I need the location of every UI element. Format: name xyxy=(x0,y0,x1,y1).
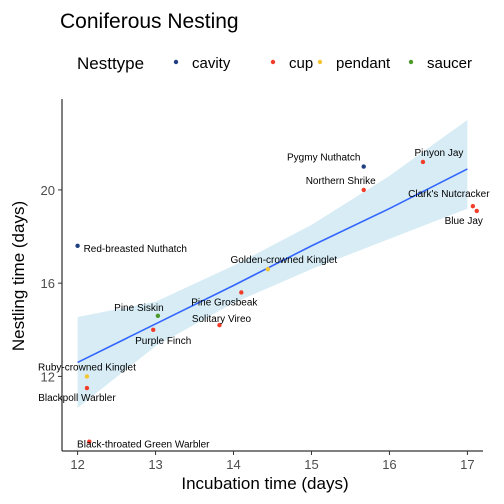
point-northern-shrike xyxy=(361,187,366,193)
label-pine-siskin: Pine Siskin xyxy=(114,303,163,314)
point-blackpoll-warbler xyxy=(84,385,90,391)
point-black-throated-green-warbler xyxy=(87,439,92,444)
legend-key-saucer xyxy=(408,59,414,65)
label-blackpoll-warbler: Blackpoll Warbler xyxy=(38,393,116,404)
x-tick-label-16: 16 xyxy=(382,457,396,472)
y-tick-label-16: 16 xyxy=(41,276,55,291)
trend-line xyxy=(77,168,468,364)
confidence-band xyxy=(77,119,468,408)
point-red-breasted-nuthatch xyxy=(75,243,80,249)
point-pine-siskin xyxy=(155,313,161,318)
label-pine-grosbeak: Pine Grosbeak xyxy=(191,297,258,308)
legend-label-cavity: cavity xyxy=(192,55,231,72)
legend-key-pendant xyxy=(317,59,323,65)
label-northern-shrike: Northern Shrike xyxy=(306,176,376,187)
legend-label-saucer: saucer xyxy=(427,55,472,72)
label-red-breasted-nuthatch: Red-breasted Nuthatch xyxy=(84,244,187,255)
legend-title: Nesttype xyxy=(77,54,144,73)
legend-key-cup xyxy=(270,59,276,65)
label-golden-crowned-kinglet: Golden-crowned Kinglet xyxy=(230,255,337,266)
legend-label-cup: cup xyxy=(289,55,313,72)
point-pygmy-nuthatch xyxy=(361,164,366,169)
y-tick-label-20: 20 xyxy=(41,183,55,198)
point-pinyon-jay xyxy=(420,159,426,165)
plot-area: Pygmy Nuthatch Pinyon Jay Northern Shrike C… xyxy=(38,119,490,451)
y-tick-label-12: 12 xyxy=(41,369,55,384)
label-black-throated-green-warbler: Black-throated Green Warbler xyxy=(77,440,210,451)
y-axis-title: Nestling time (days) xyxy=(9,201,28,351)
label-ruby-crowned-kinglet: Ruby-crowned Kinglet xyxy=(38,362,136,373)
x-tick-label-15: 15 xyxy=(304,457,318,472)
x-tick-label-13: 13 xyxy=(148,457,162,472)
point-ruby-crowned-kinglet xyxy=(84,374,90,379)
chart-title: Coniferous Nesting xyxy=(60,10,239,33)
point-golden-crowned-kinglet xyxy=(265,266,271,272)
point-blue-jay xyxy=(474,208,479,214)
point-pine-grosbeak xyxy=(239,290,244,295)
x-tick-label-17: 17 xyxy=(460,457,474,472)
point-purple-finch xyxy=(151,327,156,332)
label-purple-finch: Purple Finch xyxy=(135,336,191,347)
label-clark-s-nutcracker: Clark's Nutcracker xyxy=(408,189,490,200)
point-clark-s-nutcracker xyxy=(470,204,476,209)
label-solitary-vireo: Solitary Vireo xyxy=(192,314,252,325)
x-tick-label-14: 14 xyxy=(226,457,240,472)
point-solitary-vireo xyxy=(217,322,222,328)
label-blue-jay: Blue Jay xyxy=(445,216,483,227)
x-axis-title: Incubation time (days) xyxy=(181,474,348,493)
label-pygmy-nuthatch: Pygmy Nuthatch xyxy=(287,153,360,164)
legend: Nesttype cavity cup pendant saucer xyxy=(77,54,472,73)
axes: 12 13 14 15 16 17 12 16 20 xyxy=(41,99,483,472)
legend-key-cavity xyxy=(173,59,179,65)
legend-label-pendant: pendant xyxy=(336,55,391,72)
x-tick-label-12: 12 xyxy=(70,457,84,472)
label-pinyon-jay: Pinyon Jay xyxy=(415,148,464,159)
